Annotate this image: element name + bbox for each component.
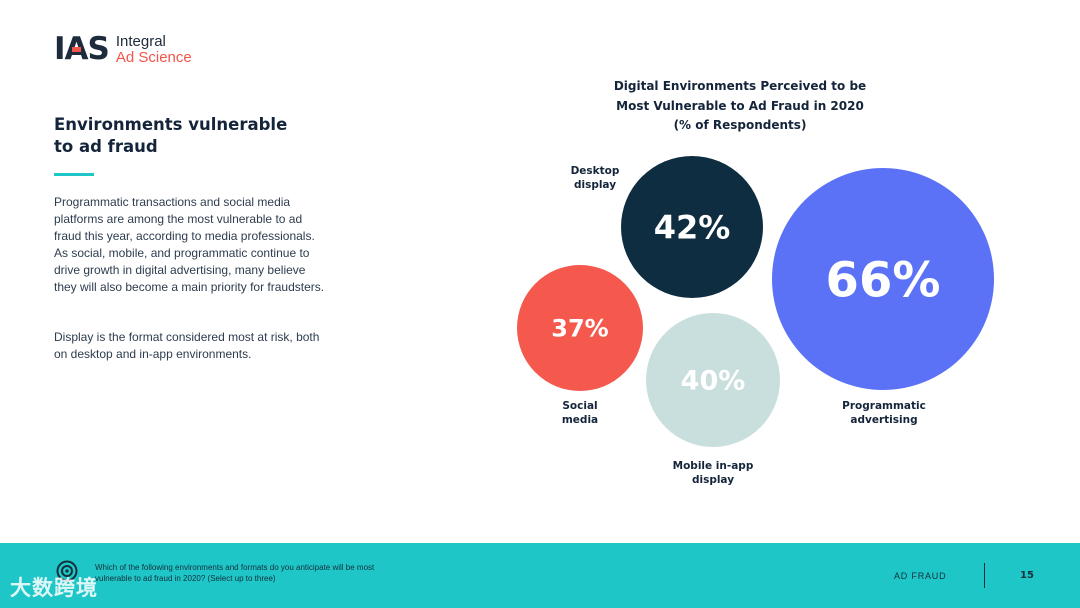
bubble-social-media bbox=[517, 265, 643, 391]
heading-underline bbox=[54, 173, 94, 176]
survey-question: Which of the following environments and … bbox=[95, 563, 375, 583]
bubble-label-programmatic-advertising: Programmatic advertising bbox=[842, 400, 926, 426]
bubble-value-desktop-display: 42% bbox=[654, 209, 731, 247]
footer-divider bbox=[984, 563, 985, 588]
heading-line-1: Environments vulnerable bbox=[54, 115, 288, 134]
bubble-value-mobile-in-app-display: 40% bbox=[681, 366, 746, 397]
logo-mark: IAS bbox=[54, 31, 110, 67]
ias-logo: IAS Integral Ad Science bbox=[54, 31, 192, 67]
logo-word-ad-science: Ad Science bbox=[115, 49, 192, 66]
watermark: 大数跨境 bbox=[10, 576, 98, 600]
bubble-desktop-display bbox=[621, 156, 763, 298]
logo-accent bbox=[72, 47, 81, 52]
section-label: AD FRAUD bbox=[894, 571, 947, 581]
bubble-label-mobile-in-app-display: Mobile in-app display bbox=[673, 460, 754, 486]
section-heading: Environments vulnerable to ad fraud bbox=[54, 114, 314, 158]
page-number: 15 bbox=[1020, 570, 1034, 581]
bubble-value-social-media: 37% bbox=[551, 315, 608, 343]
bubble-value-programmatic-advertising: 66% bbox=[826, 252, 941, 308]
bubble-label-desktop-display: Desktop display bbox=[571, 165, 620, 191]
target-icon bbox=[56, 560, 78, 582]
logo-word-integral: Integral bbox=[115, 33, 166, 50]
bubble-mobile-in-app-display bbox=[646, 313, 780, 447]
chart-title-line-2: Most Vulnerable to Ad Fraud in 2020 bbox=[616, 98, 864, 113]
chart-subtitle: (% of Respondents) bbox=[673, 118, 807, 132]
bubble-chart: 42% Desktop display 66% Programmatic advertis… bbox=[517, 156, 994, 486]
bubble-label-social-media: Social media bbox=[562, 400, 598, 426]
chart-title-line-1: Digital Environments Perceived to be bbox=[613, 79, 867, 93]
bubble-programmatic-advertising bbox=[772, 168, 994, 390]
logo-wordmark: Integral Ad Science bbox=[116, 34, 192, 65]
chart-title: Digital Environments Perceived to be Mos… bbox=[590, 77, 890, 136]
heading-line-2: to ad fraud bbox=[54, 137, 158, 156]
footer-bar: Which of the following environments and … bbox=[0, 543, 1080, 608]
intro-paragraph-1: Programmatic transactions and social med… bbox=[54, 195, 325, 294]
intro-paragraph-2: Display is the format considered most at… bbox=[54, 330, 320, 361]
